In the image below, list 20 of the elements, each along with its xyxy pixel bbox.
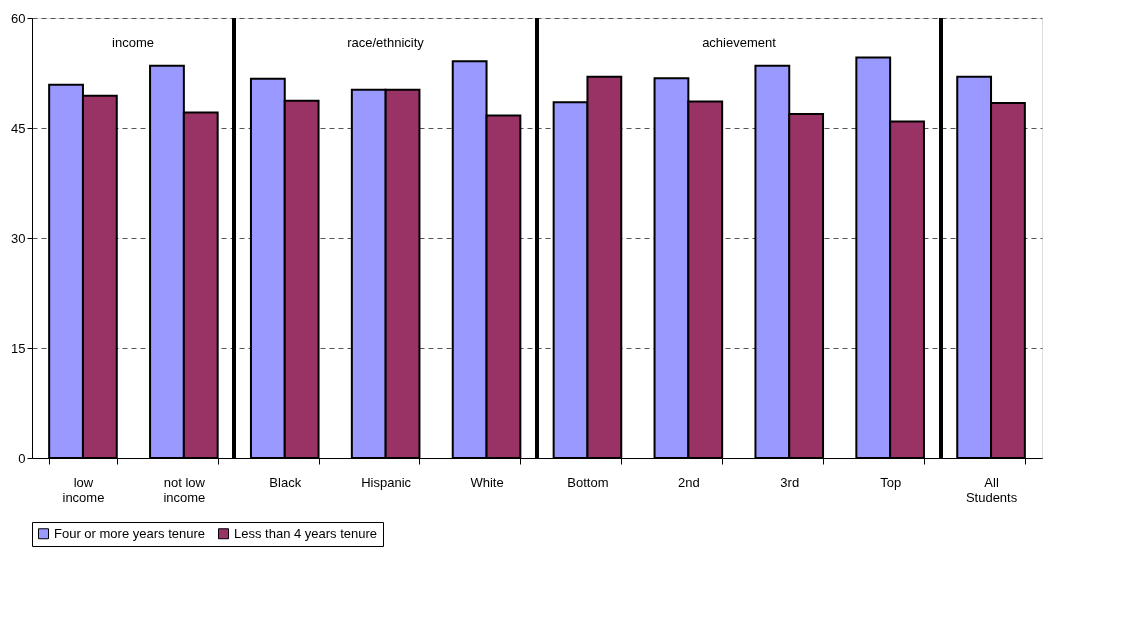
x-tick-label: 3rd	[780, 474, 800, 490]
y-tick-label: 15	[11, 340, 26, 356]
y-tick-label: 60	[11, 10, 26, 26]
annotation: income	[112, 35, 154, 50]
legend-label: Four or more years tenure	[54, 525, 206, 541]
x-tick-label: not low income	[163, 474, 206, 505]
x-tick-label: All Students	[965, 474, 1018, 505]
legend-label: Less than 4 years tenure	[234, 525, 378, 541]
x-tick-label: Bottom	[567, 474, 609, 490]
y-tick-label: 45	[11, 120, 26, 136]
x-tick-label: low income	[62, 474, 105, 505]
y-tick-label: 30	[11, 230, 26, 246]
annotation: race/ethnicity	[347, 35, 425, 50]
y-tick-label: 0	[18, 450, 26, 466]
x-tick-label: Black	[269, 474, 302, 490]
annotation: achievement	[702, 35, 777, 50]
x-tick-label: Top	[880, 474, 902, 490]
x-tick-label: 2nd	[678, 474, 700, 490]
x-tick-label: White	[470, 474, 504, 490]
x-tick-label: Hispanic	[361, 474, 412, 490]
